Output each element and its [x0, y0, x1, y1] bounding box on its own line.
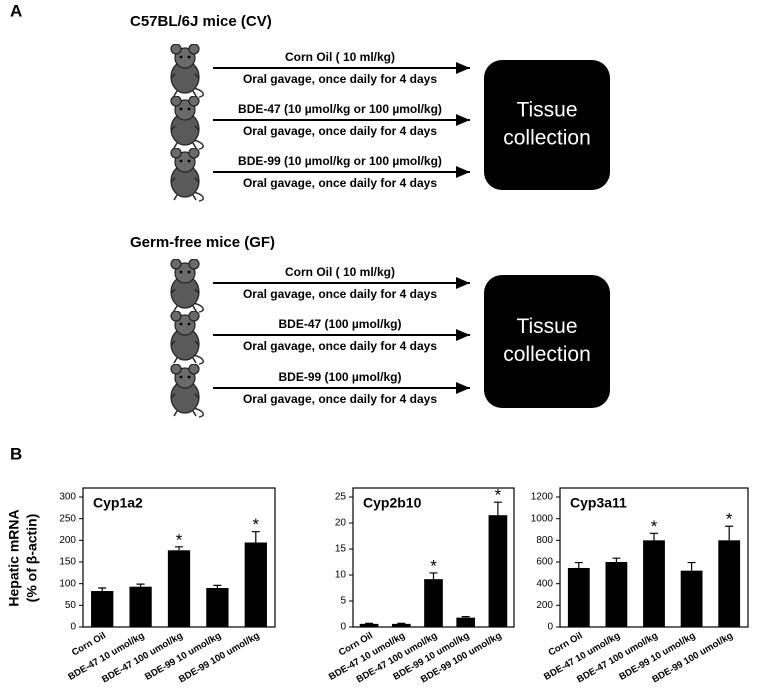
route: Oral gavage, once daily for 4 days [243, 124, 437, 138]
group-title: C57BL/6J mice (CV) [130, 13, 272, 30]
y-tick-label: 0 [547, 622, 553, 633]
route: Oral gavage, once daily for 4 days [243, 392, 437, 406]
y-tick-label: 10 [335, 570, 347, 581]
outcome-text: collection [503, 343, 591, 366]
error-bar [213, 584, 222, 588]
error-bar [687, 561, 696, 571]
outcome-box [484, 60, 610, 190]
outcome-text: Tissue [516, 315, 577, 338]
bar [488, 515, 508, 627]
route: Oral gavage, once daily for 4 days [243, 176, 437, 190]
bar [456, 617, 476, 627]
outcome-text: collection [503, 127, 591, 150]
treatment: BDE-99 (10 µmol/kg or 100 µmol/kg) [238, 154, 442, 168]
route: Oral gavage, once daily for 4 days [243, 339, 437, 353]
chart-title: Cyp3a11 [570, 495, 627, 511]
y-axis-label: (% of β-actin) [24, 514, 40, 603]
mouse-icon [171, 259, 203, 312]
significance: * [252, 515, 259, 534]
mouse-icon [171, 44, 203, 97]
significance: * [430, 556, 437, 575]
route: Oral gavage, once daily for 4 days [243, 72, 437, 86]
y-tick-label: 0 [340, 622, 346, 633]
y-tick-label: 600 [536, 557, 553, 568]
bar [424, 579, 443, 627]
treatment: Corn Oil ( 10 ml/kg) [285, 50, 395, 64]
y-tick-label: 25 [335, 492, 347, 503]
outcome-text: Tissue [516, 99, 577, 122]
mouse-icon [171, 96, 203, 149]
y-tick-label: 0 [70, 622, 76, 633]
error-bar [98, 587, 107, 592]
error-bar [175, 546, 183, 551]
y-tick-label: 100 [59, 578, 76, 589]
error-bar [397, 622, 406, 624]
y-tick-label: 50 [65, 600, 77, 611]
y-axis-label: Hepatic mRNA [6, 509, 22, 606]
treatment: BDE-47 (10 µmol/kg or 100 µmol/kg) [238, 102, 442, 116]
treatment: Corn Oil ( 10 ml/kg) [285, 265, 395, 279]
y-tick-label: 300 [59, 492, 76, 503]
y-tick-label: 200 [59, 535, 76, 546]
bar [167, 550, 191, 627]
y-tick-label: 150 [59, 557, 76, 568]
outcome-box [484, 275, 610, 408]
mouse-icon [171, 364, 203, 417]
error-bar [650, 532, 658, 541]
bar [206, 588, 229, 627]
chart-title: Cyp2b10 [363, 495, 422, 511]
error-bar [136, 583, 145, 587]
y-tick-label: 20 [335, 518, 347, 529]
treatment: BDE-47 (100 µmol/kg) [279, 317, 402, 331]
mouse-icon [171, 148, 203, 201]
bar [244, 542, 267, 627]
error-bar [612, 557, 621, 562]
bar [567, 567, 590, 627]
y-tick-label: 250 [59, 513, 76, 524]
y-tick-label: 200 [536, 600, 553, 611]
significance: * [176, 530, 183, 549]
y-tick-label: 1000 [531, 513, 554, 524]
significance: * [495, 486, 502, 505]
bar [129, 586, 152, 627]
error-bar [251, 531, 260, 543]
error-bar [725, 525, 734, 541]
significance: * [726, 510, 733, 529]
bar [91, 591, 114, 627]
y-tick-label: 800 [536, 535, 553, 546]
bar [605, 562, 628, 627]
chart-title: Cyp1a2 [93, 495, 143, 511]
error-bar [461, 616, 470, 618]
y-tick-label: 15 [335, 544, 347, 555]
route: Oral gavage, once daily for 4 days [243, 287, 437, 301]
panel-label: A [10, 1, 22, 20]
treatment: BDE-99 (100 µmol/kg) [279, 370, 402, 384]
bar [391, 623, 411, 627]
error-bar [365, 622, 374, 624]
mouse-icon [171, 311, 203, 364]
bar [643, 540, 665, 627]
error-bar [493, 501, 502, 516]
error-bar [429, 572, 438, 580]
bar [718, 540, 741, 627]
y-tick-label: 5 [340, 596, 346, 607]
panel-label: B [10, 444, 22, 463]
significance: * [651, 517, 658, 536]
bar [680, 570, 703, 627]
error-bar [574, 561, 583, 568]
y-tick-label: 1200 [531, 492, 554, 503]
bar [359, 623, 379, 627]
group-title: Germ-free mice (GF) [130, 234, 275, 251]
y-tick-label: 400 [536, 578, 553, 589]
